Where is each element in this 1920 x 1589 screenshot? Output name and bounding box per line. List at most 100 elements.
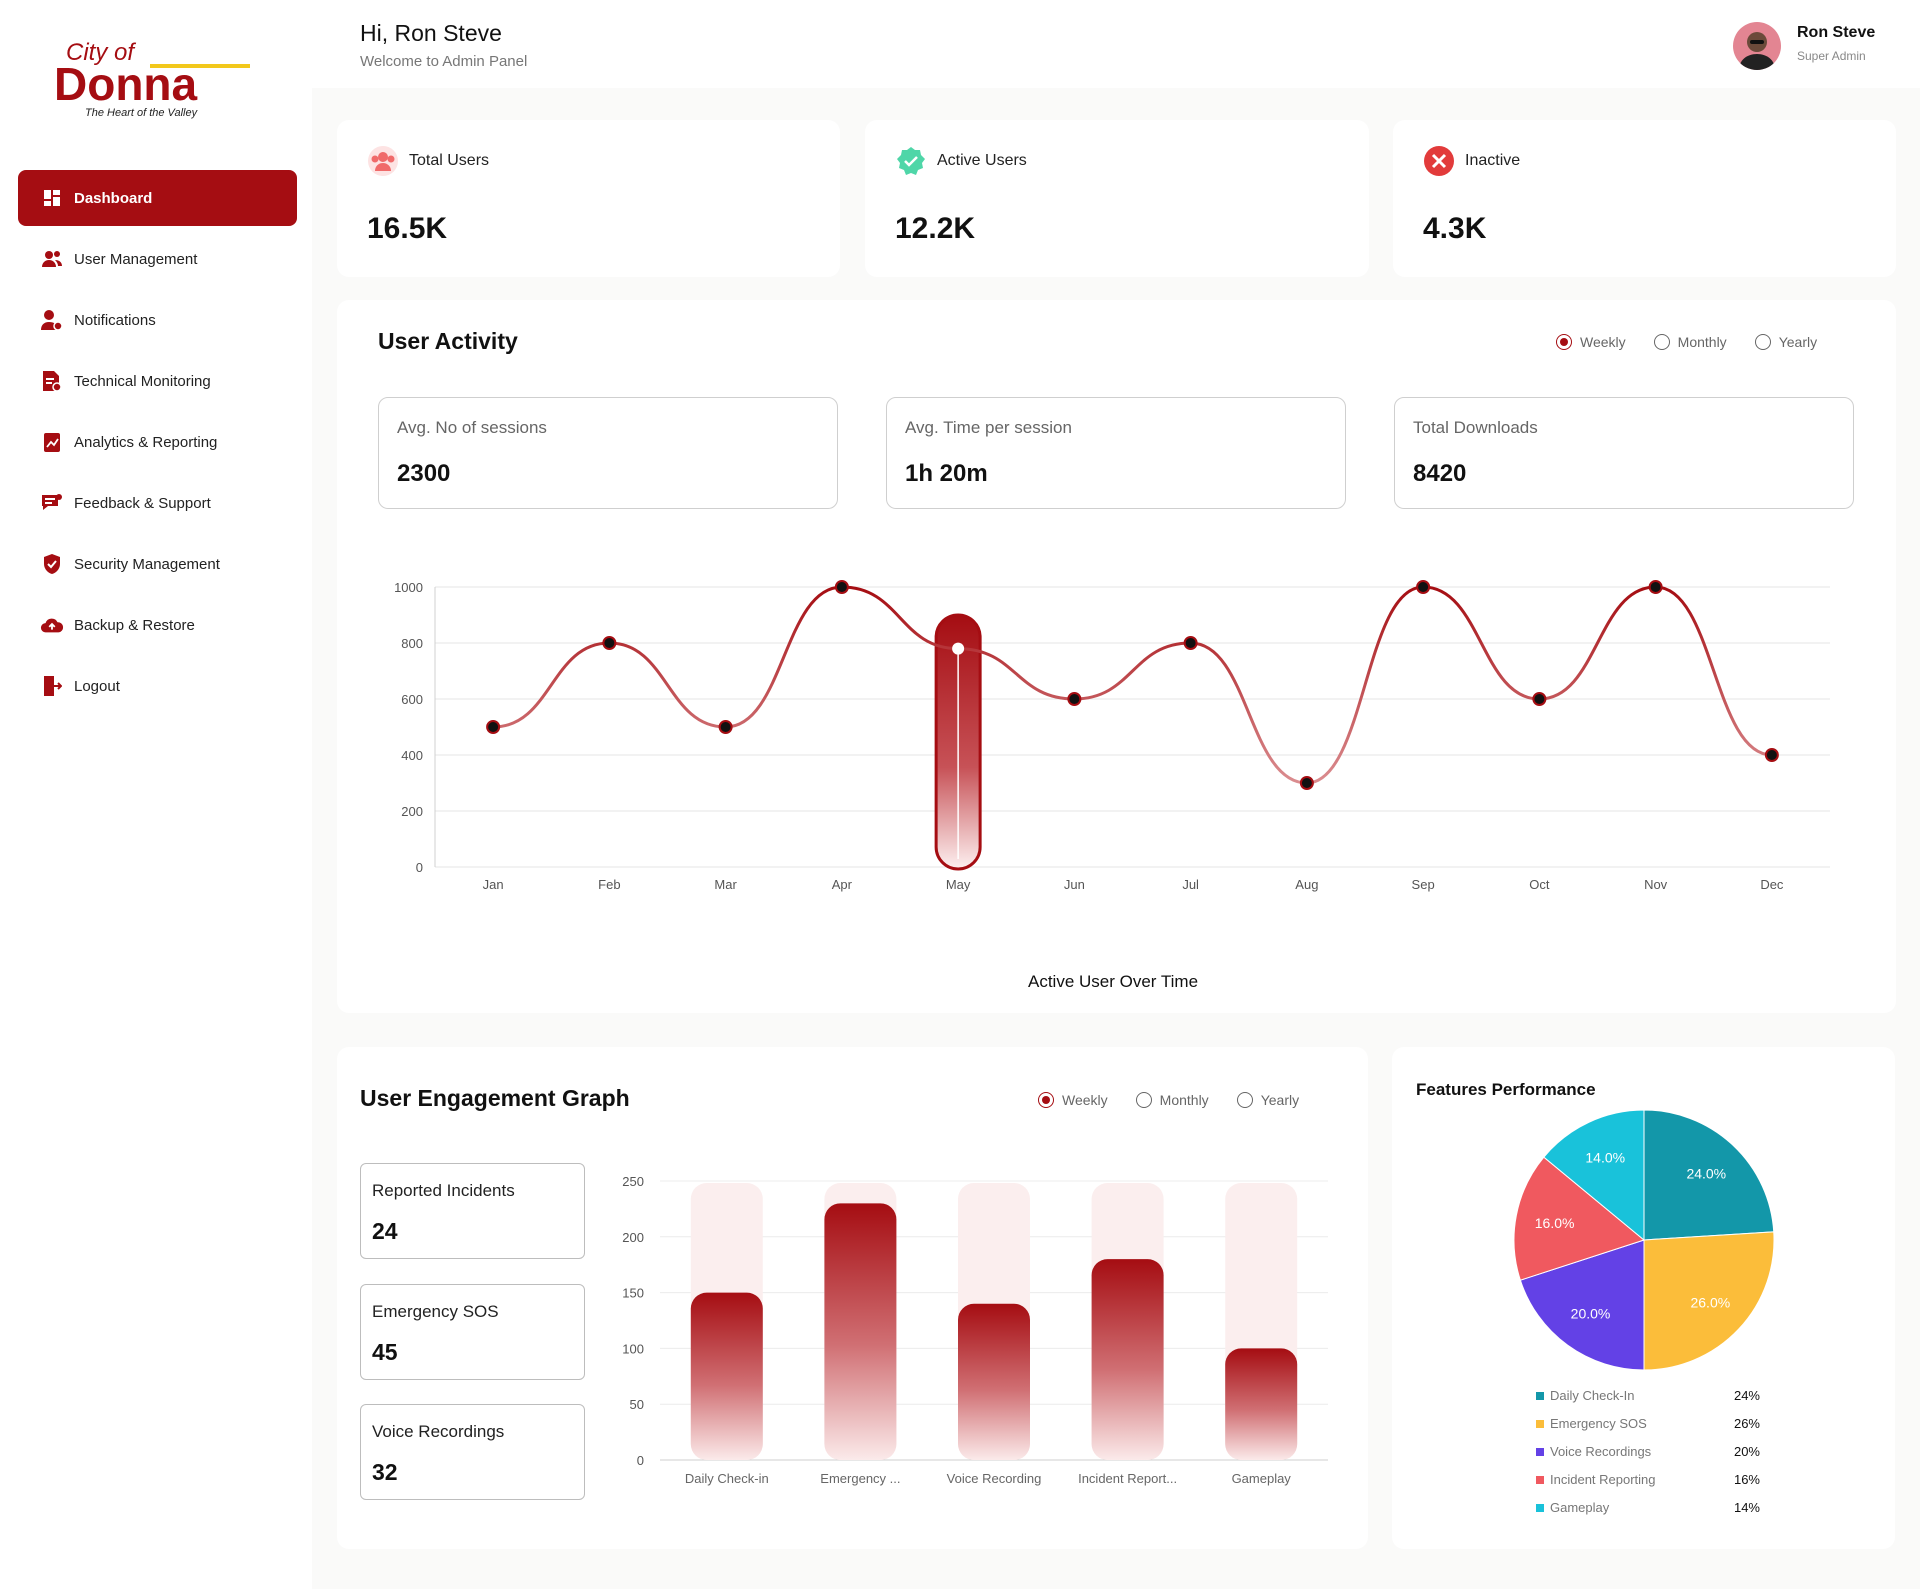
user-activity-title: User Activity bbox=[378, 328, 518, 354]
sidebar-item-label: Analytics & Reporting bbox=[74, 433, 218, 451]
radio-weekly[interactable]: Weekly bbox=[1038, 1092, 1108, 1108]
data-point bbox=[486, 720, 501, 734]
logout-icon bbox=[40, 674, 64, 698]
metric-value: 24 bbox=[372, 1218, 398, 1244]
x-tick-label: Feb bbox=[598, 877, 620, 892]
metric-label: Avg. Time per session bbox=[905, 418, 1072, 437]
metric-label: Voice Recordings bbox=[372, 1422, 505, 1441]
radio-yearly[interactable]: Yearly bbox=[1236, 1092, 1300, 1108]
sidebar-item-dashboard[interactable]: Dashboard bbox=[18, 170, 297, 226]
engagement-metric-emergency-sos: Emergency SOS 45 bbox=[360, 1284, 585, 1380]
metric-label: Total Downloads bbox=[1413, 418, 1538, 437]
stat-value: 12.2K bbox=[895, 212, 976, 245]
bar bbox=[690, 1292, 763, 1460]
x-tick-label: Apr bbox=[832, 877, 853, 892]
legend-item-gameplay: Gameplay 14% bbox=[1536, 1500, 1760, 1515]
data-point bbox=[1532, 692, 1547, 706]
stat-card-inactive: Inactive 4.3K bbox=[1393, 120, 1896, 277]
radio-label: Yearly bbox=[1260, 1092, 1300, 1108]
legend-item-daily-checkin: Daily Check-In 24% bbox=[1536, 1388, 1760, 1403]
sidebar-item-label: Logout bbox=[74, 677, 120, 695]
engagement-metric-reported-incidents: Reported Incidents 24 bbox=[360, 1163, 585, 1259]
x-tick-label: Jan bbox=[483, 877, 504, 892]
header-user-role: Super Admin bbox=[1797, 49, 1866, 63]
metric-value: 45 bbox=[372, 1339, 398, 1365]
x-tick-label: Incident Report... bbox=[1078, 1471, 1177, 1486]
data-point bbox=[1764, 748, 1779, 762]
sidebar-item-user-management[interactable]: User Management bbox=[18, 231, 297, 287]
logo-tagline-text: The Heart of the Valley bbox=[85, 107, 199, 119]
sidebar-item-backup-restore[interactable]: Backup & Restore bbox=[18, 597, 297, 653]
pie-label: 24.0% bbox=[1686, 1166, 1726, 1182]
bar bbox=[958, 1303, 1030, 1460]
x-tick-label: Jun bbox=[1064, 877, 1085, 892]
engagement-period-filter: Weekly Monthly Yearly bbox=[1010, 1092, 1299, 1108]
stat-card-active-users: Active Users 12.2K bbox=[865, 120, 1369, 277]
pie-slice bbox=[1643, 1109, 1775, 1241]
sidebar-item-analytics-reporting[interactable]: Analytics & Reporting bbox=[18, 414, 297, 470]
users-icon bbox=[40, 247, 64, 271]
data-point bbox=[1648, 580, 1663, 594]
data-point bbox=[718, 720, 733, 734]
stat-card-total-users: Total Users 16.5K bbox=[337, 120, 840, 277]
pie-slice bbox=[1643, 1231, 1775, 1371]
legend-swatch bbox=[1536, 1447, 1544, 1456]
x-tick-label: Daily Check-in bbox=[685, 1471, 769, 1486]
stat-value: 4.3K bbox=[1423, 212, 1487, 245]
legend-pct: 14% bbox=[1733, 1500, 1760, 1515]
metric-total-downloads: Total Downloads 8420 bbox=[1394, 397, 1854, 509]
data-point bbox=[1067, 692, 1082, 706]
radio-label: Weekly bbox=[1062, 1092, 1108, 1108]
features-title: Features Performance bbox=[1416, 1080, 1596, 1099]
header-greeting: Hi, Ron Steve bbox=[360, 20, 502, 46]
y-tick-label: 50 bbox=[630, 1397, 644, 1412]
metric-avg-time: Avg. Time per session 1h 20m bbox=[886, 397, 1346, 509]
metric-label: Avg. No of sessions bbox=[397, 418, 547, 437]
data-point bbox=[1416, 580, 1431, 594]
legend-swatch bbox=[1536, 1475, 1544, 1484]
legend-swatch bbox=[1536, 1419, 1544, 1428]
radio-weekly[interactable]: Weekly bbox=[1556, 334, 1626, 350]
active-user-line-chart: 0 200 400 600 800 1000 Jan Feb Mar Apr May Jun Jul Au… bbox=[394, 580, 1830, 892]
series-line bbox=[493, 585, 1772, 785]
legend-label: Emergency SOS bbox=[1550, 1416, 1647, 1431]
radio-monthly[interactable]: Monthly bbox=[1135, 1092, 1209, 1108]
x-tick-label: Mar bbox=[714, 877, 737, 892]
pie-label: 14.0% bbox=[1585, 1150, 1625, 1166]
sidebar-item-notifications[interactable]: Notifications bbox=[18, 292, 297, 348]
y-tick-label: 800 bbox=[401, 636, 423, 651]
city-logo[interactable]: City of Donna The Heart of the Valley bbox=[50, 36, 265, 126]
engagement-metric-voice-recordings: Voice Recordings 32 bbox=[360, 1404, 585, 1500]
radio-label: Monthly bbox=[1159, 1092, 1209, 1108]
radio-monthly[interactable]: Monthly bbox=[1653, 334, 1727, 350]
stat-label: Inactive bbox=[1465, 152, 1521, 169]
x-tick-label: Sep bbox=[1412, 877, 1435, 892]
metric-value: 1h 20m bbox=[905, 460, 988, 487]
sidebar-item-logout[interactable]: Logout bbox=[18, 658, 297, 714]
line-chart-xlabel: Active User Over Time bbox=[1028, 972, 1199, 991]
y-tick-label: 100 bbox=[622, 1341, 644, 1356]
sidebar-item-technical-monitoring[interactable]: Technical Monitoring bbox=[18, 353, 297, 409]
legend-swatch bbox=[1536, 1391, 1544, 1400]
sidebar-nav: Dashboard User Management Notifications … bbox=[18, 170, 297, 719]
avatar[interactable] bbox=[1733, 22, 1781, 70]
bar bbox=[1091, 1259, 1164, 1460]
metric-value: 8420 bbox=[1413, 460, 1467, 487]
pie-slice bbox=[1543, 1109, 1645, 1242]
data-point bbox=[1299, 776, 1314, 790]
radio-label: Yearly bbox=[1778, 334, 1818, 350]
sidebar-item-feedback-support[interactable]: Feedback & Support bbox=[18, 475, 297, 531]
sidebar-item-label: Security Management bbox=[74, 555, 220, 573]
cloud-upload-icon bbox=[40, 613, 64, 637]
metric-value: 32 bbox=[372, 1459, 398, 1485]
legend-item-voice-recordings: Voice Recordings 20% bbox=[1536, 1444, 1760, 1459]
radio-yearly[interactable]: Yearly bbox=[1754, 334, 1818, 350]
y-tick-label: 250 bbox=[622, 1174, 644, 1189]
check-badge-icon bbox=[895, 145, 927, 177]
analytics-icon bbox=[40, 430, 64, 454]
legend-label: Gameplay bbox=[1550, 1500, 1610, 1515]
sidebar-item-security-management[interactable]: Security Management bbox=[18, 536, 297, 592]
metric-label: Reported Incidents bbox=[372, 1181, 515, 1200]
sidebar-item-label: Feedback & Support bbox=[74, 494, 211, 512]
sidebar-item-label: Backup & Restore bbox=[74, 616, 195, 634]
